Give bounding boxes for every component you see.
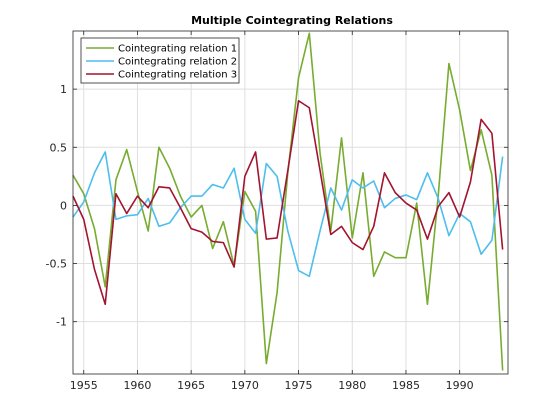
x-tick-label: 1980 xyxy=(338,379,366,392)
y-tick-label: 1 xyxy=(60,83,67,96)
x-tick-label: 1975 xyxy=(285,379,313,392)
legend-label-1: Cointegrating relation 1 xyxy=(118,44,237,55)
grid xyxy=(73,31,508,374)
y-tick-label: -0.5 xyxy=(46,258,67,271)
x-tick-label: 1985 xyxy=(392,379,420,392)
legend-label-3: Cointegrating relation 3 xyxy=(118,70,237,81)
y-tick-label: 0 xyxy=(60,199,67,212)
series-line-3 xyxy=(72,99,504,306)
x-tick-label: 1970 xyxy=(231,379,259,392)
series-layer xyxy=(72,32,504,371)
axes-box xyxy=(72,30,509,375)
y-tick-label: 0.5 xyxy=(50,141,68,154)
y-tick-label: -1 xyxy=(56,316,67,329)
x-tick-label: 1955 xyxy=(70,379,98,392)
x-tick-label: 1965 xyxy=(177,379,205,392)
axes-layer: 1955 1960 1965 1970 1975 1980 1985 1990 -1 -0.5 0 0… xyxy=(46,30,509,392)
legend-label-2: Cointegrating relation 2 xyxy=(118,57,237,68)
x-tick-label: 1990 xyxy=(446,379,474,392)
x-tick-label: 1960 xyxy=(123,379,151,392)
chart-title: Multiple Cointegrating Relations xyxy=(191,14,393,27)
legend: Cointegrating relation 1 Cointegrating re… xyxy=(80,37,240,84)
